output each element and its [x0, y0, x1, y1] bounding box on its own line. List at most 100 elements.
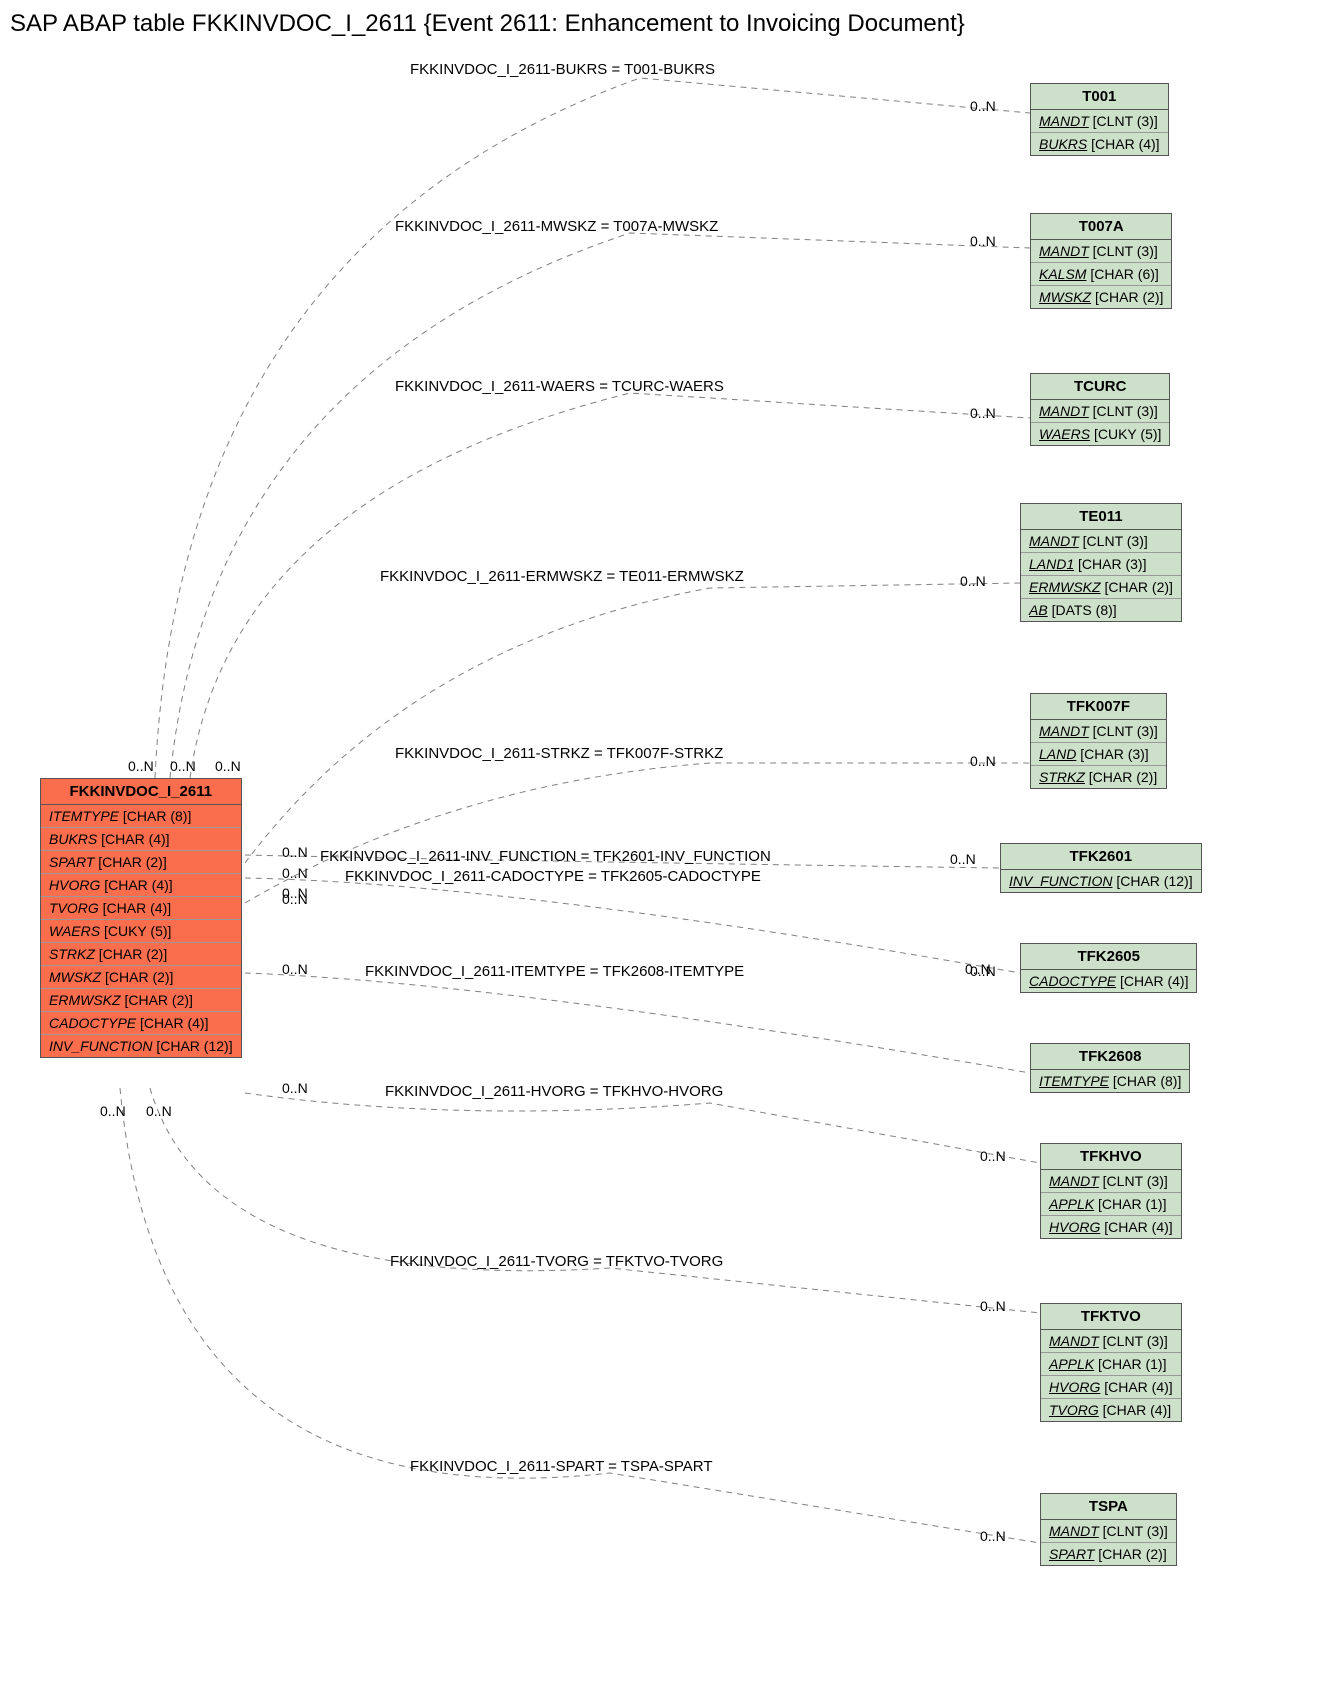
table-row: ERMWSKZ [CHAR (2)]: [41, 989, 241, 1012]
field-type: [CUKY (5)]: [100, 923, 171, 939]
cardinality: 0..N: [960, 573, 986, 589]
table-header: TSPA: [1041, 1494, 1176, 1520]
field-name: LAND: [1039, 746, 1076, 762]
field-type: [CHAR (12)]: [152, 1038, 232, 1054]
field-type: [CHAR (4)]: [1099, 1402, 1171, 1418]
table-row: CADOCTYPE [CHAR (4)]: [41, 1012, 241, 1035]
table-row: ITEMTYPE [CHAR (8)]: [1031, 1070, 1189, 1092]
field-name: APPLK: [1049, 1196, 1094, 1212]
table-row: WAERS [CUKY (5)]: [41, 920, 241, 943]
table-row: BUKRS [CHAR (4)]: [1031, 133, 1168, 155]
field-name: MWSKZ: [49, 969, 101, 985]
table-row: HVORG [CHAR (4)]: [1041, 1376, 1181, 1399]
field-type: [CHAR (3)]: [1076, 746, 1148, 762]
table-header: TFK2605: [1021, 944, 1196, 970]
table-row: APPLK [CHAR (1)]: [1041, 1193, 1181, 1216]
table-tfk007f: TFK007FMANDT [CLNT (3)]LAND [CHAR (3)]ST…: [1030, 693, 1167, 789]
cardinality: 0..N: [146, 1103, 172, 1119]
table-tfk2605: TFK2605CADOCTYPE [CHAR (4)]: [1020, 943, 1197, 993]
field-name: TVORG: [49, 900, 99, 916]
table-row: TVORG [CHAR (4)]: [1041, 1399, 1181, 1421]
table-tfk2608: TFK2608ITEMTYPE [CHAR (8)]: [1030, 1043, 1190, 1093]
field-type: [CHAR (4)]: [97, 831, 169, 847]
cardinality: 0..N: [980, 1528, 1006, 1544]
field-name: AB: [1029, 602, 1048, 618]
cardinality: 0..N: [282, 844, 308, 860]
field-name: ITEMTYPE: [1039, 1073, 1109, 1089]
field-type: [CHAR (2)]: [121, 992, 193, 1008]
field-type: [CHAR (4)]: [99, 900, 171, 916]
table-row: INV_FUNCTION [CHAR (12)]: [41, 1035, 241, 1057]
table-row: BUKRS [CHAR (4)]: [41, 828, 241, 851]
table-row: LAND [CHAR (3)]: [1031, 743, 1166, 766]
table-header: TFK2601: [1001, 844, 1201, 870]
field-name: TVORG: [1049, 1402, 1099, 1418]
cardinality: 0..N: [282, 1080, 308, 1096]
field-name: APPLK: [1049, 1356, 1094, 1372]
field-name: STRKZ: [49, 946, 95, 962]
field-type: [CHAR (8)]: [1109, 1073, 1181, 1089]
table-header: TFKHVO: [1041, 1144, 1181, 1170]
field-type: [CLNT (3)]: [1099, 1333, 1168, 1349]
field-name: INV_FUNCTION: [49, 1038, 152, 1054]
field-type: [CLNT (3)]: [1089, 403, 1158, 419]
field-type: [CHAR (4)]: [1087, 136, 1159, 152]
table-row: HVORG [CHAR (4)]: [1041, 1216, 1181, 1238]
table-row: TVORG [CHAR (4)]: [41, 897, 241, 920]
relationship-label: FKKINVDOC_I_2611-CADOCTYPE = TFK2605-CAD…: [345, 868, 761, 885]
field-name: STRKZ: [1039, 769, 1085, 785]
field-type: [CHAR (2)]: [1091, 289, 1163, 305]
table-row: MANDT [CLNT (3)]: [1041, 1520, 1176, 1543]
field-type: [CHAR (2)]: [95, 946, 167, 962]
table-header: FKKINVDOC_I_2611: [41, 779, 241, 805]
table-te011: TE011MANDT [CLNT (3)]LAND1 [CHAR (3)]ERM…: [1020, 503, 1182, 622]
table-tspa: TSPAMANDT [CLNT (3)]SPART [CHAR (2)]: [1040, 1493, 1177, 1566]
table-row: MANDT [CLNT (3)]: [1041, 1330, 1181, 1353]
table-row: MWSKZ [CHAR (2)]: [41, 966, 241, 989]
field-name: HVORG: [1049, 1219, 1100, 1235]
field-name: MANDT: [1039, 403, 1089, 419]
field-name: HVORG: [49, 877, 100, 893]
field-type: [CLNT (3)]: [1089, 243, 1158, 259]
table-row: MANDT [CLNT (3)]: [1021, 530, 1181, 553]
field-type: [CLNT (3)]: [1099, 1523, 1168, 1539]
er-diagram: FKKINVDOC_I_2611 ITEMTYPE [CHAR (8)] BUKRS…: [10, 43, 1327, 1683]
field-name: CADOCTYPE: [1029, 973, 1116, 989]
table-row: INV_FUNCTION [CHAR (12)]: [1001, 870, 1201, 892]
cardinality: 0..N: [970, 98, 996, 114]
table-row: AB [DATS (8)]: [1021, 599, 1181, 621]
table-tfkhvo: TFKHVOMANDT [CLNT (3)]APPLK [CHAR (1)]HV…: [1040, 1143, 1182, 1239]
field-name: MANDT: [1039, 113, 1089, 129]
table-row: MANDT [CLNT (3)]: [1041, 1170, 1181, 1193]
table-header: T007A: [1031, 214, 1171, 240]
table-row: WAERS [CUKY (5)]: [1031, 423, 1169, 445]
cardinality: 0..N: [970, 233, 996, 249]
relationship-label: FKKINVDOC_I_2611-HVORG = TFKHVO-HVORG: [385, 1083, 723, 1100]
field-type: [CHAR (2)]: [94, 854, 166, 870]
table-row: MANDT [CLNT (3)]: [1031, 400, 1169, 423]
table-header: TFK2608: [1031, 1044, 1189, 1070]
table-t007a: T007AMANDT [CLNT (3)]KALSM [CHAR (6)]MWS…: [1030, 213, 1172, 309]
table-row: LAND1 [CHAR (3)]: [1021, 553, 1181, 576]
field-type: [CHAR (1)]: [1094, 1356, 1166, 1372]
table-row: SPART [CHAR (2)]: [1041, 1543, 1176, 1565]
field-type: [CUKY (5)]: [1090, 426, 1161, 442]
field-type: [CHAR (12)]: [1112, 873, 1192, 889]
table-header: TFKTVO: [1041, 1304, 1181, 1330]
field-name: MANDT: [1049, 1333, 1099, 1349]
field-name: SPART: [1049, 1546, 1094, 1562]
table-fkkinvdoc_i_2611: FKKINVDOC_I_2611ITEMTYPE [CHAR (8)]BUKRS…: [40, 778, 242, 1058]
relationship-label: FKKINVDOC_I_2611-TVORG = TFKTVO-TVORG: [390, 1253, 723, 1270]
field-name: ERMWSKZ: [49, 992, 121, 1008]
field-name: WAERS: [49, 923, 100, 939]
cardinality: 0..N: [980, 1148, 1006, 1164]
table-row: SPART [CHAR (2)]: [41, 851, 241, 874]
table-header: TE011: [1021, 504, 1181, 530]
table-row: MANDT [CLNT (3)]: [1031, 720, 1166, 743]
cardinality: 0..N: [282, 961, 308, 977]
cardinality: 0..N: [970, 753, 996, 769]
cardinality: 0..N: [970, 963, 996, 979]
table-row: ERMWSKZ [CHAR (2)]: [1021, 576, 1181, 599]
field-type: [CLNT (3)]: [1089, 723, 1158, 739]
table-row: MANDT [CLNT (3)]: [1031, 110, 1168, 133]
